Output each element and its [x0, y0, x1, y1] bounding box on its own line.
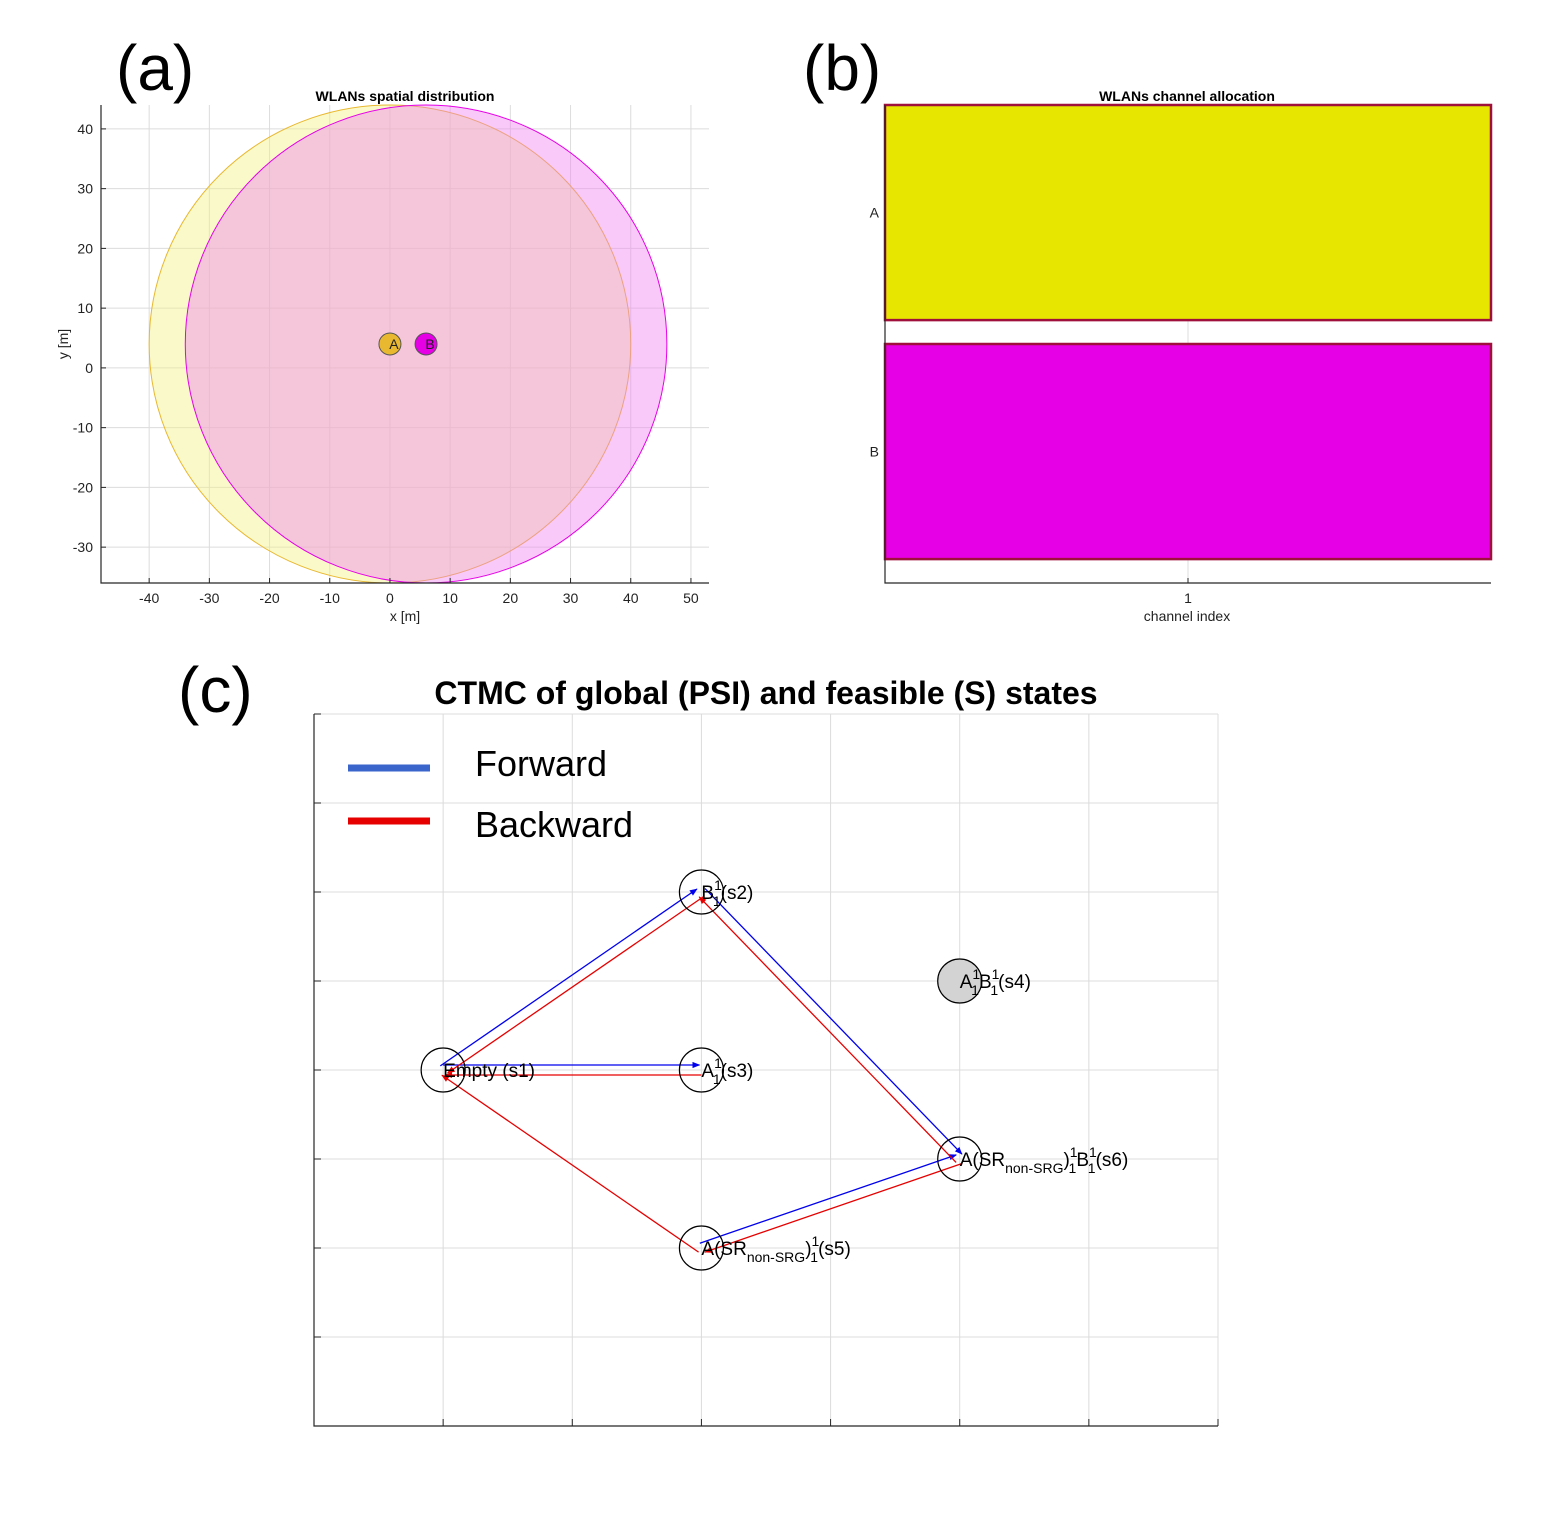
spatial-x-tick-label: -40 — [139, 590, 159, 606]
state-node-s3 — [678, 1047, 725, 1093]
backward-transition-s6-s2 — [698, 896, 957, 1163]
channel-y-tick-label: B — [870, 444, 879, 460]
state-label-part: non-SRG — [747, 1249, 805, 1265]
state-label-part: 1 — [812, 1233, 820, 1249]
spatial-x-tick-label: -30 — [199, 590, 219, 606]
channel-x-label: channel index — [1144, 608, 1230, 624]
state-label-part: 1 — [992, 966, 1000, 982]
state-label-s4: A1 1B1 1(s4) — [960, 966, 1031, 998]
state-label-part: 1 — [713, 893, 721, 909]
state-label-part: 1 — [1088, 1160, 1096, 1176]
channel-bar-a — [883, 103, 1493, 322]
spatial-y-tick-label: -10 — [73, 420, 93, 436]
state-label-part: ) — [805, 1239, 811, 1260]
panel-label-b: (b) — [803, 32, 881, 104]
channel-bar-b — [883, 342, 1493, 561]
spatial-x-tick-label: 50 — [683, 590, 699, 606]
spatial-y-tick-label: -30 — [73, 539, 93, 555]
state-label-part: 1 — [1070, 1144, 1078, 1160]
wlan-point-a — [378, 332, 402, 356]
state-label-s3: A1 1(s3) — [701, 1055, 753, 1087]
spatial-x-tick-label: 20 — [503, 590, 519, 606]
backward-transition-s6-s5 — [704, 1163, 962, 1253]
state-label-part: B — [1076, 1150, 1089, 1171]
state-label-part: 1 — [1069, 1160, 1077, 1176]
forward-transition-s1-s2 — [439, 888, 698, 1067]
spatial-y-tick-label: 10 — [77, 300, 93, 316]
state-label-part: A(SR — [701, 1239, 746, 1260]
wlan-point-label: B — [425, 336, 434, 352]
wlan-point-label: A — [389, 336, 399, 352]
state-label-part: ) — [1063, 1150, 1069, 1171]
spatial-y-tick-label: 40 — [77, 121, 93, 137]
state-label-part: B — [701, 883, 714, 904]
state-label-s2: B1 1(s2) — [701, 877, 753, 909]
state-label-part: 1 — [810, 1249, 818, 1265]
state-label-part: non-SRG — [1005, 1160, 1063, 1176]
spatial-y-label: y [m] — [55, 329, 71, 359]
state-label-s5: A(SRnon-SRG)1 1(s5) — [701, 1233, 850, 1265]
state-label-part: Empty (s1) — [443, 1061, 535, 1082]
legend-forward-label: Forward — [475, 743, 607, 784]
state-node-s6 — [937, 1136, 983, 1182]
ctmc-title: CTMC of global (PSI) and feasible (S) st… — [434, 675, 1097, 711]
state-label-part: B — [979, 972, 992, 993]
state-label-part: 1 — [972, 966, 980, 982]
panel-label-a: (a) — [116, 32, 194, 104]
state-label-part: (s2) — [721, 883, 754, 904]
state-label-part: 1 — [713, 1071, 721, 1087]
channel-allocation-chart: WLANs channel allocation A B 1 channel ind… — [870, 88, 1493, 624]
state-node-s4 — [937, 958, 983, 1004]
state-node-s1 — [420, 1047, 466, 1093]
spatial-x-tick-label: -10 — [320, 590, 340, 606]
state-node-s2 — [678, 869, 725, 915]
panel-label-c: (c) — [178, 654, 253, 726]
state-label-s1: Empty (s1) — [443, 1061, 535, 1082]
state-label-part: 1 — [714, 877, 722, 893]
spatial-distribution-chart: WLANs spatial distribution -40 -30 -20 -10 0… — [55, 88, 709, 624]
spatial-x-tick-label: 10 — [442, 590, 458, 606]
channel-chart-title: WLANs channel allocation — [1099, 88, 1275, 104]
backward-transition-s5-s1 — [441, 1074, 699, 1253]
state-label-part: A — [960, 972, 973, 993]
state-label-part: (s4) — [998, 972, 1031, 993]
spatial-x-label: x [m] — [390, 608, 420, 624]
state-label-part: 1 — [1089, 1144, 1097, 1160]
spatial-chart-title: WLANs spatial distribution — [316, 88, 495, 104]
state-label-part: 1 — [990, 982, 998, 998]
spatial-y-tick-label: 30 — [77, 181, 93, 197]
spatial-x-tick-label: 0 — [386, 590, 394, 606]
state-label-s6: A(SRnon-SRG)1 1B1 1(s6) — [960, 1144, 1129, 1176]
state-label-part: (s5) — [818, 1239, 851, 1260]
state-label-part: A(SR — [960, 1150, 1005, 1171]
state-label-part: A — [701, 1061, 714, 1082]
channel-y-tick-label: A — [870, 205, 880, 221]
ctmc-axes — [313, 714, 1218, 1427]
state-label-part: 1 — [971, 982, 979, 998]
state-node-s5 — [678, 1225, 725, 1271]
spatial-x-tick-label: 30 — [563, 590, 579, 606]
spatial-y-tick-label: -20 — [73, 479, 93, 495]
spatial-y-tick-label: 0 — [85, 360, 93, 376]
channel-x-tick-label: 1 — [1184, 590, 1192, 606]
state-label-part: 1 — [714, 1055, 722, 1071]
state-label-part: (s3) — [721, 1061, 754, 1082]
wlan-point-b — [414, 332, 438, 356]
legend-backward-label: Backward — [475, 804, 633, 845]
state-label-part: (s6) — [1096, 1150, 1129, 1171]
ctmc-diagram: CTMC of global (PSI) and feasible (S) st… — [313, 675, 1219, 1427]
spatial-x-tick-label: -20 — [259, 590, 279, 606]
spatial-axes — [100, 105, 709, 584]
forward-transition-s5-s6 — [699, 1154, 957, 1244]
spatial-x-tick-label: 40 — [623, 590, 639, 606]
backward-transition-s2-s1 — [446, 895, 705, 1074]
spatial-y-tick-label: 20 — [77, 240, 93, 256]
channel-axes — [884, 105, 1491, 584]
forward-transition-s2-s6 — [704, 888, 963, 1155]
